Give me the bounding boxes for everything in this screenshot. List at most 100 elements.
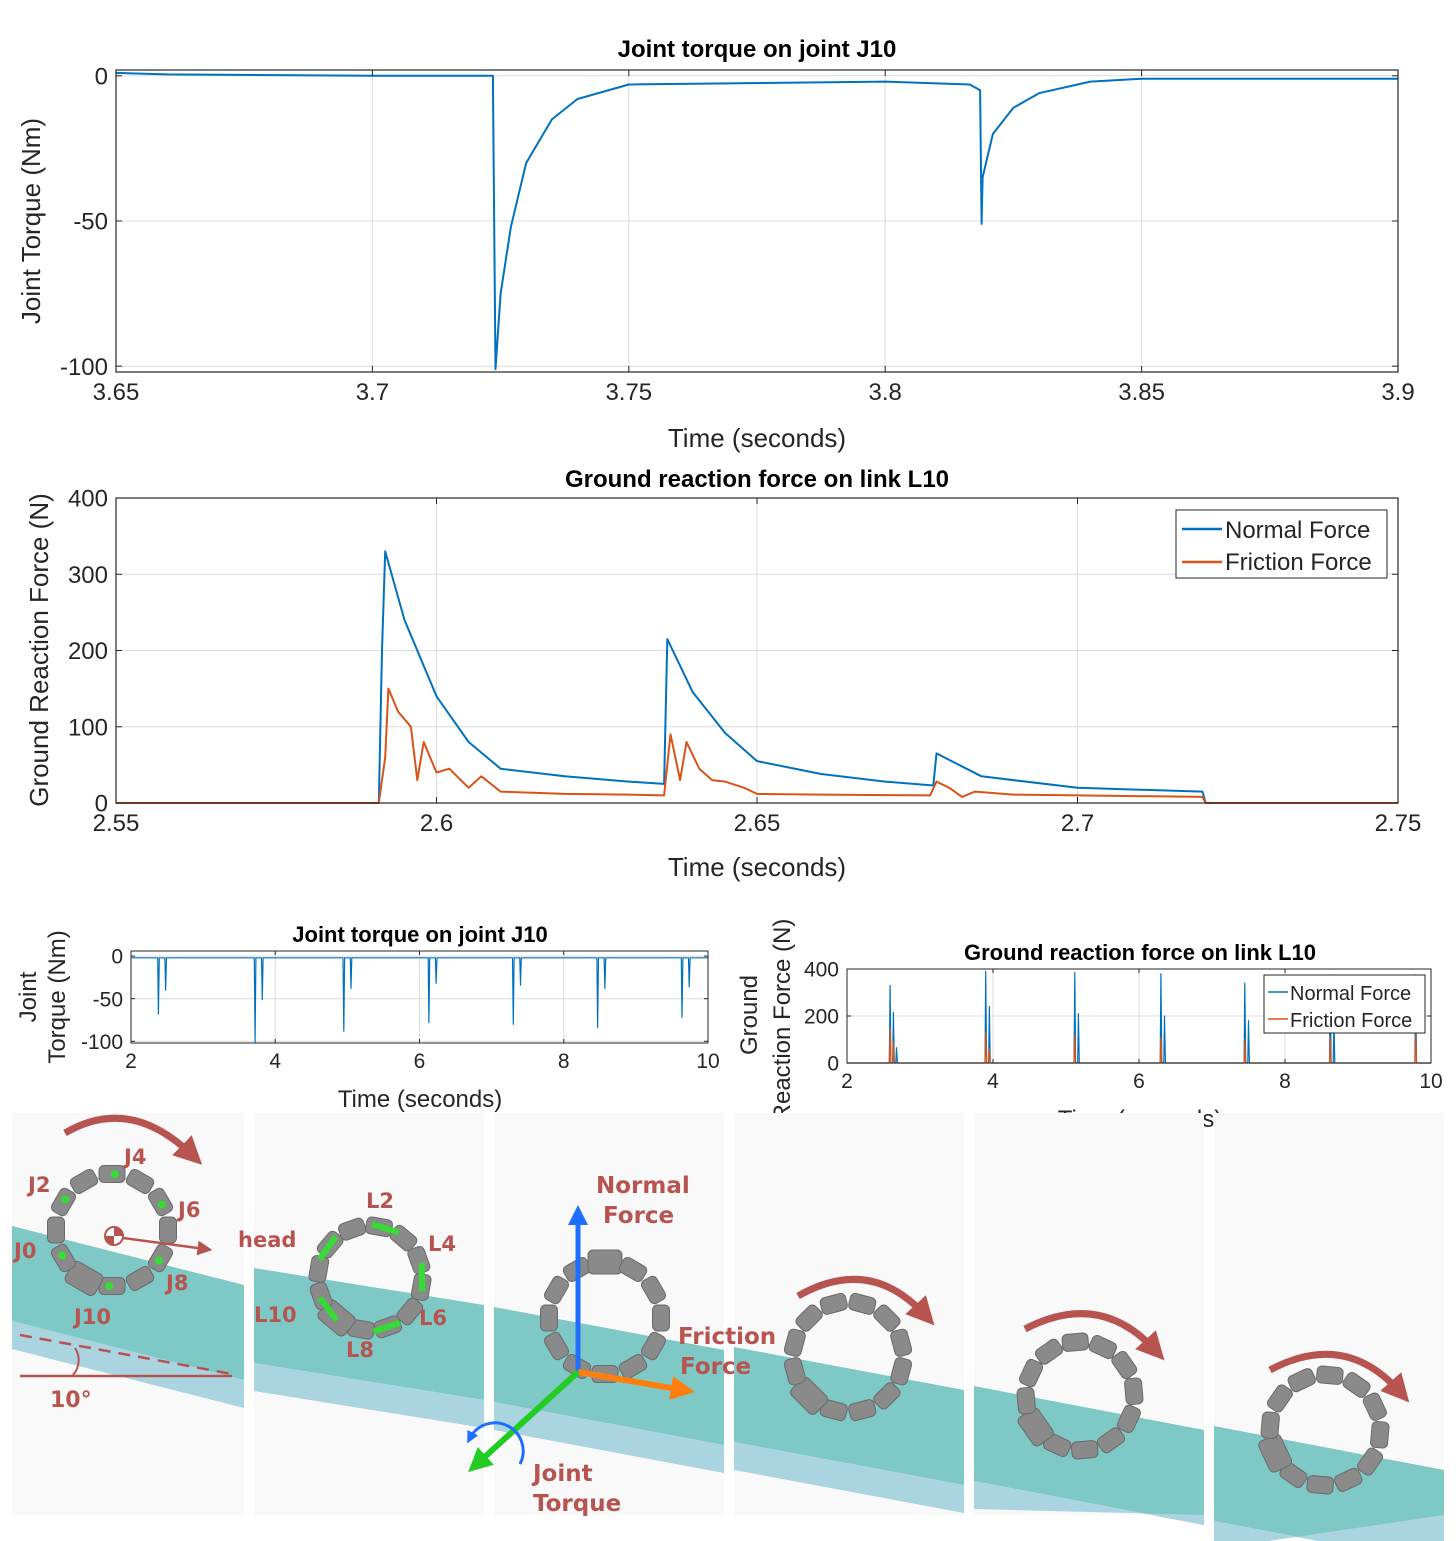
joint-torque-rotation-arrow <box>467 1421 525 1465</box>
x-tick-label: 4 <box>987 1070 999 1093</box>
robot-module <box>1316 1365 1344 1385</box>
label-J4: J4 <box>122 1145 146 1169</box>
chart2-ticks: 2.55 2.6 2.65 2.7 2.75 0 100 200 300 400 <box>68 486 1421 837</box>
chart-ground-reaction-full: 2 4 6 8 10 0 200 400 Ground reaction force on l… <box>736 919 1443 1133</box>
x-tick-label: 3.65 <box>93 379 140 406</box>
robot-module <box>1116 1404 1141 1434</box>
link-marker <box>316 1234 339 1262</box>
label-friction-line1: Friction <box>678 1324 776 1350</box>
slope-side <box>254 1363 484 1428</box>
rotation-arrow-6 <box>1268 1350 1410 1403</box>
robot-module <box>1124 1377 1144 1406</box>
joint-marker <box>157 1200 166 1209</box>
chart-joint-torque-zoom: 3.65 3.7 3.75 3.8 3.85 3.9 0 -50 -100 Joint torq… <box>16 36 1415 453</box>
x-tick-label: 2.75 <box>1375 810 1422 837</box>
robot-module <box>543 1331 570 1361</box>
robot-module <box>795 1304 823 1332</box>
joint-marker <box>61 1195 70 1204</box>
chart4-title: Ground reaction force on link L10 <box>964 940 1316 965</box>
snapshot-panels <box>12 1113 1444 1541</box>
robot-module <box>1034 1338 1064 1365</box>
label-friction-line2: Force <box>680 1354 751 1380</box>
y-tick-label: 200 <box>68 638 108 665</box>
robot-module <box>1088 1335 1118 1360</box>
y-tick-label: 0 <box>95 63 108 90</box>
x-tick-label: 10 <box>1419 1070 1442 1093</box>
chart1-lines <box>115 71 1398 371</box>
robot-module <box>1019 1358 1044 1388</box>
chart1-ylabel: Joint Torque (Nm) <box>16 118 46 324</box>
series-line-normal-force <box>116 550 1398 804</box>
x-tick-label: 10 <box>696 1050 719 1073</box>
legend-normal-label: Normal Force <box>1225 517 1370 544</box>
link-marker <box>371 1221 400 1236</box>
robot-module <box>1266 1384 1293 1413</box>
com-marker <box>104 1226 213 1256</box>
joint-marker <box>105 1281 114 1290</box>
y-tick-label: 200 <box>804 1006 839 1029</box>
y-tick-label: -100 <box>60 354 108 381</box>
chart2-legend: Normal Force Friction Force <box>1175 509 1388 579</box>
chart3-ylabel-line2: Torque (Nm) <box>44 930 71 1063</box>
y-tick-label: 0 <box>111 946 123 969</box>
x-tick-label: 2.7 <box>1061 810 1094 837</box>
robot-ring <box>1016 1332 1144 1460</box>
x-tick-label: 2 <box>841 1070 853 1093</box>
robot-ring <box>308 1216 432 1340</box>
slope-side <box>734 1442 964 1513</box>
link-marker <box>372 1319 401 1335</box>
robot-module <box>1357 1447 1384 1476</box>
robot-module <box>652 1304 670 1332</box>
series-line-friction-force <box>847 1027 1431 1064</box>
robot-module <box>1260 1411 1280 1439</box>
chart2-ylabel: Ground Reaction Force (N) <box>24 493 54 807</box>
robot-module <box>1096 1427 1126 1454</box>
chart1-grid <box>115 70 1399 372</box>
y-tick-label: 100 <box>68 714 108 741</box>
y-tick-label: 0 <box>95 791 108 818</box>
joint-torque-arrow <box>468 1369 581 1473</box>
label-J8: J8 <box>164 1271 188 1295</box>
robot-module <box>69 1168 99 1195</box>
chart4-ylabel-line1: Ground <box>736 975 763 1055</box>
link-marker <box>418 1263 426 1292</box>
chart2-lines <box>116 550 1398 804</box>
robot-module <box>125 1265 155 1292</box>
series-line-torque <box>131 957 708 1043</box>
rotation-arrow-1 <box>63 1114 203 1165</box>
label-J6: J6 <box>176 1198 200 1222</box>
chart3-ticks: 2 4 6 8 10 0 -50 -100 <box>81 946 720 1073</box>
robot-module <box>618 1256 648 1283</box>
chart1-title: Joint torque on joint J10 <box>618 36 897 63</box>
series-line-friction-force <box>116 687 1398 804</box>
robot-module <box>1287 1368 1316 1393</box>
label-J2: J2 <box>26 1173 50 1197</box>
chart4-legend: Normal Force Friction Force <box>1263 974 1426 1034</box>
y-tick-label: 0 <box>827 1053 839 1076</box>
x-tick-label: 6 <box>414 1050 426 1073</box>
robot-module <box>1334 1467 1363 1492</box>
x-tick-label: 2.65 <box>734 810 781 837</box>
robot-module <box>640 1275 667 1305</box>
slope-side <box>12 1321 244 1408</box>
slope-dashed-line <box>19 1333 233 1376</box>
robot-module <box>1016 1386 1036 1415</box>
x-tick-label: 2.55 <box>93 810 140 837</box>
y-tick-label: -100 <box>81 1031 123 1054</box>
label-L10: L10 <box>254 1303 297 1327</box>
slope-angle-annotation: 10° <box>19 1333 233 1413</box>
robot-ring <box>47 1165 177 1297</box>
robot-module <box>890 1357 913 1386</box>
x-tick-label: 3.85 <box>1118 379 1165 406</box>
robot-module <box>1070 1440 1099 1460</box>
label-L4: L4 <box>428 1232 456 1256</box>
link-marker <box>317 1296 340 1323</box>
robot-module <box>1061 1332 1090 1352</box>
rotation-arrow-4 <box>796 1275 935 1326</box>
robot-module <box>618 1353 648 1380</box>
robot-module <box>396 1297 424 1326</box>
label-L2: L2 <box>366 1189 394 1213</box>
x-tick-label: 2 <box>125 1050 137 1073</box>
x-tick-label: 3.75 <box>605 379 652 406</box>
series-line-torque <box>115 71 1398 371</box>
